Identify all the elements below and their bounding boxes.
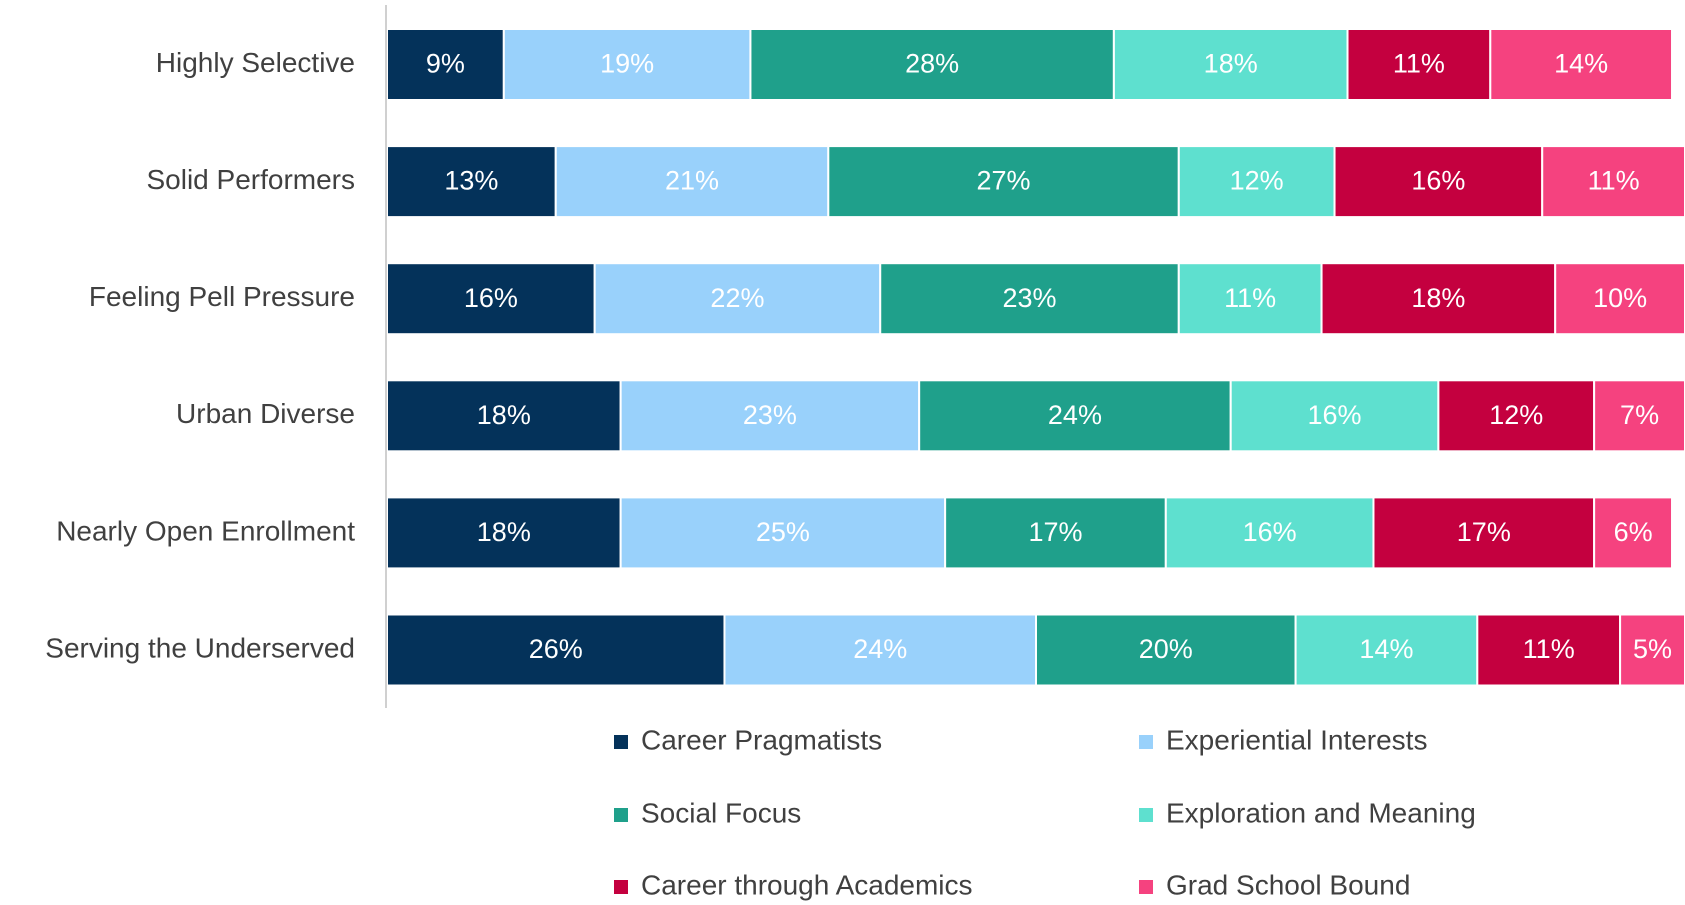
legend-swatch: [1139, 808, 1153, 822]
data-label: 10%: [1593, 283, 1647, 313]
bar-segment: [749, 28, 1115, 101]
bar-segment: [386, 145, 557, 219]
category-label: Nearly Open Enrollment: [56, 515, 355, 546]
bar-segment: [1372, 496, 1596, 570]
data-label: 25%: [756, 517, 810, 547]
category-label: Serving the Underserved: [45, 632, 355, 663]
data-label: 23%: [743, 400, 797, 430]
bar-segment: [1320, 262, 1557, 336]
data-label: 11%: [1393, 49, 1445, 79]
data-label: 9%: [426, 49, 465, 79]
legend-swatch: [1139, 735, 1153, 749]
bar-segment: [1541, 145, 1685, 219]
bar-segment: [1593, 379, 1685, 453]
data-label: 21%: [665, 166, 719, 196]
legend-label: Career through Academics: [641, 869, 973, 900]
data-label: 16%: [464, 283, 518, 313]
bar-segment: [619, 496, 947, 570]
data-label: 11%: [1588, 166, 1640, 196]
legend-swatch: [614, 880, 628, 894]
legend-label: Grad School Bound: [1166, 869, 1410, 900]
bar-segment: [1437, 379, 1596, 453]
bar-segment: [1619, 613, 1685, 687]
bar-segment: [386, 496, 622, 570]
bar-segment: [1489, 28, 1674, 101]
data-label: 18%: [477, 517, 531, 547]
data-label: 18%: [477, 400, 531, 430]
legend-swatch: [614, 808, 628, 822]
bar-segment: [386, 379, 622, 453]
data-label: 18%: [1411, 283, 1465, 313]
data-label: 24%: [1048, 400, 1102, 430]
data-label: 16%: [1243, 517, 1297, 547]
bar-segment: [1554, 262, 1685, 336]
data-label: 11%: [1224, 283, 1276, 313]
data-label: 19%: [600, 49, 654, 79]
bar-segment: [386, 613, 726, 687]
bar-segment: [827, 145, 1180, 219]
legend-label: Experiential Interests: [1166, 724, 1427, 755]
bar-segment: [1177, 145, 1336, 219]
bar-segment: [619, 379, 921, 453]
data-label: 22%: [710, 283, 764, 313]
category-label: Urban Diverse: [176, 398, 355, 429]
category-label: Solid Performers: [146, 164, 355, 195]
bar-segment: [1476, 613, 1622, 687]
data-label: 12%: [1230, 166, 1284, 196]
data-label: 20%: [1139, 634, 1193, 664]
bar-segment: [1164, 496, 1375, 570]
bar-segment: [723, 613, 1037, 687]
bar-segment: [386, 28, 505, 101]
data-label: 23%: [1002, 283, 1056, 313]
data-label: 14%: [1359, 634, 1413, 664]
data-label: 14%: [1554, 49, 1608, 79]
data-label: 26%: [529, 634, 583, 664]
bar-segment: [1229, 379, 1440, 453]
bar-segment: [502, 28, 752, 101]
legend-label: Career Pragmatists: [641, 724, 882, 755]
category-label: Highly Selective: [156, 47, 355, 78]
data-label: 17%: [1457, 517, 1511, 547]
data-label: 11%: [1523, 634, 1575, 664]
bar-segment: [386, 262, 596, 336]
data-label: 18%: [1204, 49, 1258, 79]
bar-segment: [593, 262, 882, 336]
data-label: 24%: [853, 634, 907, 664]
bar-segment: [944, 496, 1167, 570]
bar-segment: [1177, 262, 1323, 336]
data-label: 5%: [1633, 634, 1672, 664]
data-label: 12%: [1489, 400, 1543, 430]
legend-label: Exploration and Meaning: [1166, 797, 1476, 828]
legend-label: Social Focus: [641, 797, 801, 828]
bar-segment: [1346, 28, 1492, 101]
legend-swatch: [1139, 880, 1153, 894]
legend-swatch: [614, 735, 628, 749]
data-label: 7%: [1620, 400, 1659, 430]
bar-segment: [1035, 613, 1297, 687]
bar-segment: [1593, 496, 1674, 570]
data-label: 28%: [905, 49, 959, 79]
data-label: 16%: [1308, 400, 1362, 430]
category-label: Feeling Pell Pressure: [89, 281, 355, 312]
bar-segment: [918, 379, 1232, 453]
data-label: 13%: [444, 166, 498, 196]
data-label: 6%: [1614, 517, 1653, 547]
data-label: 17%: [1028, 517, 1082, 547]
data-label: 16%: [1411, 166, 1465, 196]
bar-segment: [554, 145, 830, 219]
data-label: 27%: [977, 166, 1031, 196]
